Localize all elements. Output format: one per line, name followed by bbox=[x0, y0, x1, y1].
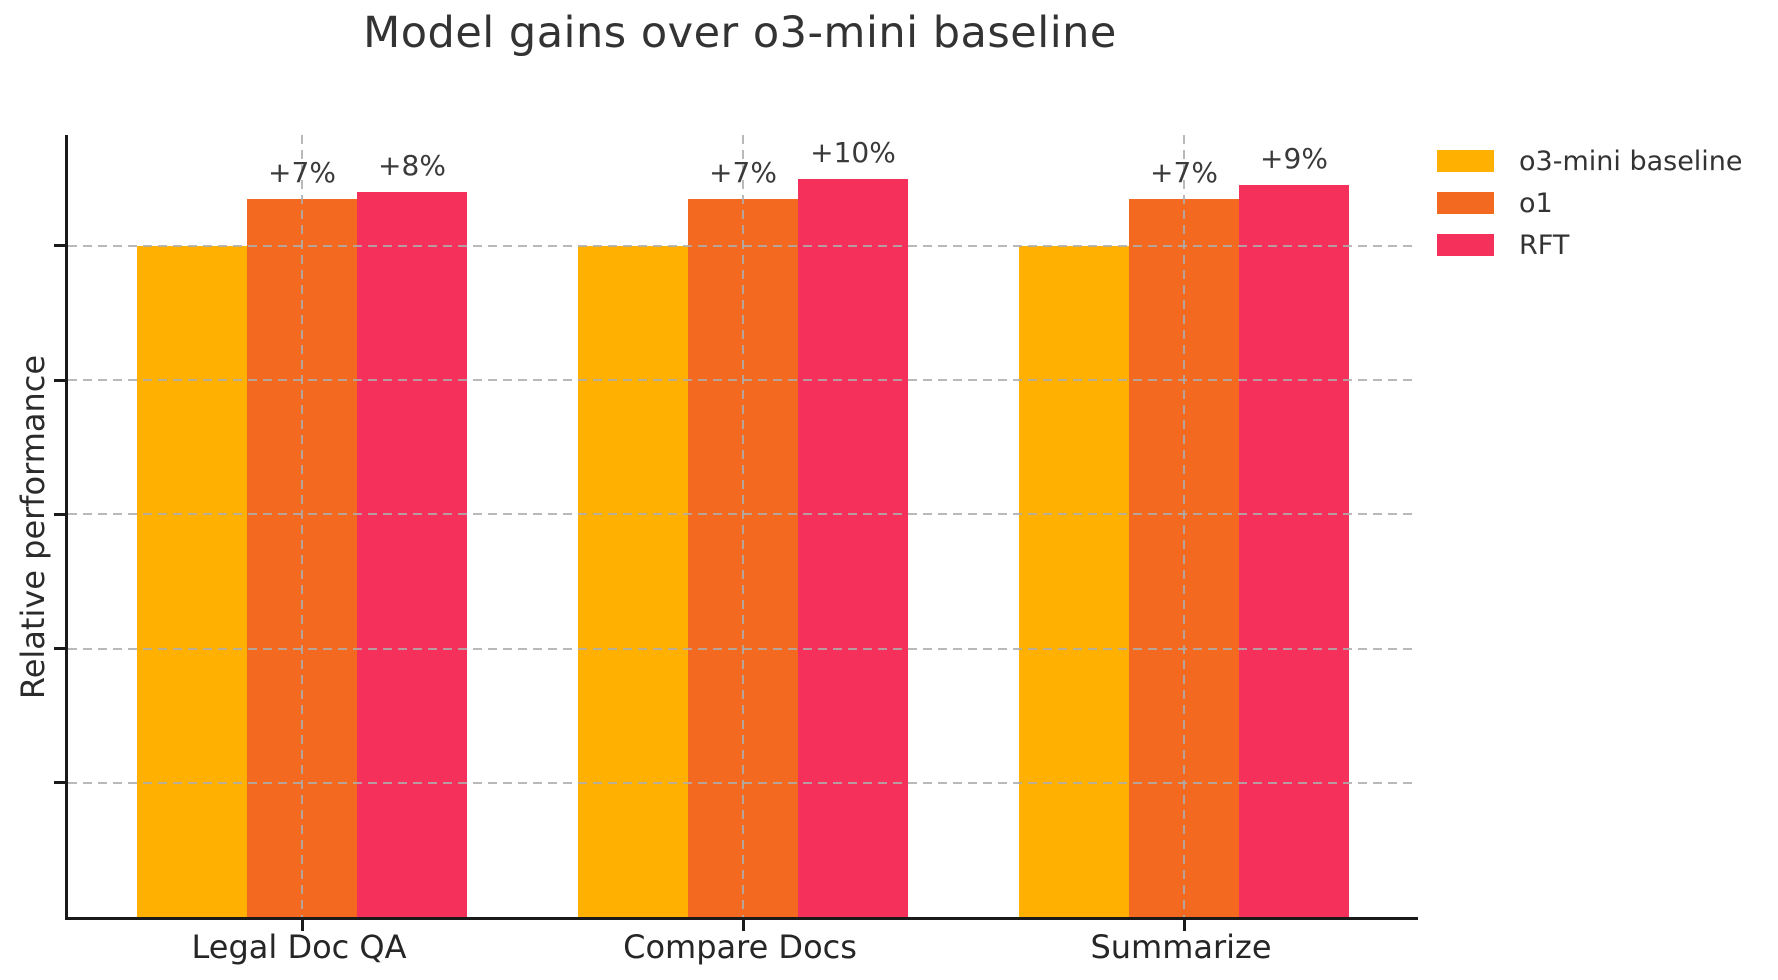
x-axis-tick-compare-docs bbox=[741, 920, 745, 931]
bar-compare-docs-o1 bbox=[688, 198, 798, 917]
y-axis-tick-100 bbox=[54, 244, 65, 248]
plot-area: +7% +8% +7% +10% +7% +9% bbox=[54, 135, 1418, 931]
chart-title: Model gains over o3-mini baseline bbox=[363, 8, 1117, 58]
bar-compare-docs-rft bbox=[798, 178, 908, 917]
bar-summarize-o3-mini-baseline bbox=[1019, 245, 1129, 917]
bar-legal-doc-qa-o3-mini-baseline bbox=[137, 245, 247, 917]
x-label-compare-docs: Compare Docs bbox=[623, 928, 857, 966]
bar-annotation-legal-doc-qa-o1: +7% bbox=[268, 155, 336, 189]
legend-item-rft: RFT bbox=[1437, 224, 1743, 266]
bar-annotation-legal-doc-qa-rft: +8% bbox=[378, 149, 446, 183]
bar-summarize-rft bbox=[1239, 185, 1349, 917]
x-label-summarize: Summarize bbox=[1090, 928, 1272, 966]
y-axis-tick-60 bbox=[54, 512, 65, 516]
legend-label-o1: o1 bbox=[1519, 187, 1553, 219]
bar-legal-doc-qa-o1 bbox=[247, 198, 357, 917]
legend-swatch-o3-mini-baseline bbox=[1437, 150, 1494, 172]
legend-swatch-rft bbox=[1437, 234, 1494, 256]
bar-compare-docs-o3-mini-baseline bbox=[578, 245, 688, 917]
x-label-legal-doc-qa: Legal Doc QA bbox=[191, 928, 407, 966]
x-axis-tick-summarize bbox=[1182, 920, 1186, 931]
legend-swatch-o1 bbox=[1437, 192, 1494, 214]
bar-annotation-summarize-o1: +7% bbox=[1150, 155, 1218, 189]
y-axis-tick-40 bbox=[54, 647, 65, 651]
bar-annotation-summarize-rft: +9% bbox=[1260, 142, 1328, 176]
bar-annotation-compare-docs-o1: +7% bbox=[709, 155, 777, 189]
bar-summarize-o1 bbox=[1129, 198, 1239, 917]
legend: o3-mini baseline o1 RFT bbox=[1437, 140, 1743, 266]
legend-item-o3-mini-baseline: o3-mini baseline bbox=[1437, 140, 1743, 182]
legend-item-o1: o1 bbox=[1437, 182, 1743, 224]
legend-label-o3-mini-baseline: o3-mini baseline bbox=[1519, 145, 1743, 177]
y-axis-tick-80 bbox=[54, 378, 65, 382]
bar-legal-doc-qa-rft bbox=[357, 192, 467, 917]
legend-label-rft: RFT bbox=[1519, 229, 1570, 261]
bar-annotation-compare-docs-rft: +10% bbox=[810, 135, 896, 169]
y-axis-label: Relative performance bbox=[14, 354, 52, 700]
x-axis-tick-legal-doc-qa bbox=[300, 920, 304, 931]
y-axis-tick-20 bbox=[54, 781, 65, 785]
x-axis-labels: Legal Doc QA Compare Docs Summarize bbox=[65, 928, 1415, 973]
